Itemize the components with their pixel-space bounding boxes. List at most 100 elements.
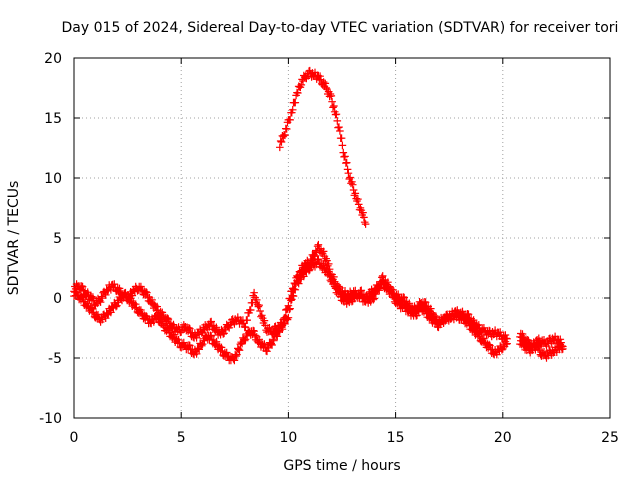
plus-marker — [78, 293, 87, 302]
plus-marker — [282, 125, 291, 133]
plot-frame — [73, 57, 611, 419]
plus-marker — [327, 92, 336, 100]
plus-marker — [112, 302, 120, 311]
plus-marker — [351, 189, 360, 198]
y-tick-label: -5 — [48, 351, 62, 367]
y-tick-label: 15 — [44, 111, 62, 127]
plus-marker — [250, 327, 258, 335]
plus-marker — [254, 302, 263, 311]
plus-marker — [475, 321, 483, 329]
plus-marker — [89, 305, 97, 313]
x-tick-label: 0 — [70, 430, 79, 446]
plus-marker — [348, 180, 357, 189]
plus-marker — [278, 325, 287, 333]
plus-marker — [268, 341, 276, 349]
plus-marker — [96, 298, 105, 306]
plus-marker — [186, 324, 194, 333]
plus-marker — [343, 165, 352, 174]
plus-marker — [335, 287, 343, 296]
plus-marker — [463, 316, 472, 325]
y-axis-label: SDTVAR / TECUs — [6, 181, 22, 296]
plus-marker — [469, 323, 478, 332]
x-tick-label: 5 — [177, 430, 186, 446]
plus-marker — [405, 304, 414, 312]
y-tick-label: 0 — [53, 291, 62, 307]
plus-marker — [289, 292, 298, 300]
plus-marker — [258, 311, 266, 320]
plus-marker — [246, 306, 255, 314]
plus-marker — [314, 255, 323, 263]
plus-marker — [354, 195, 362, 203]
plus-marker — [163, 314, 172, 322]
plus-marker — [207, 332, 215, 340]
y-tick-labels: -10 -5 0 5 10 15 20 — [39, 51, 62, 427]
plus-marker — [163, 324, 172, 332]
plus-marker — [341, 152, 349, 161]
plus-marker — [464, 317, 473, 326]
plus-marker — [277, 138, 286, 146]
plus-marker — [212, 337, 221, 346]
plus-marker — [370, 294, 378, 303]
plus-marker — [296, 275, 305, 284]
plus-marker — [324, 267, 333, 276]
plus-marker — [77, 282, 86, 290]
plus-marker — [169, 330, 178, 339]
plus-marker — [234, 345, 243, 354]
plus-marker — [394, 296, 402, 305]
plus-marker — [464, 310, 473, 319]
plus-marker — [297, 81, 306, 89]
plus-marker — [427, 304, 435, 313]
plus-marker — [219, 330, 227, 338]
x-tick-label: 10 — [279, 430, 297, 446]
x-tick-label: 25 — [601, 430, 619, 446]
plus-marker — [287, 296, 295, 305]
plus-marker — [164, 324, 173, 333]
plus-marker — [535, 342, 543, 350]
plus-marker — [559, 345, 567, 353]
plus-marker — [523, 336, 532, 344]
plus-marker — [153, 302, 161, 311]
plus-marker — [207, 317, 215, 326]
plus-marker — [294, 279, 303, 288]
series-trace-e — [516, 336, 567, 362]
plus-marker — [328, 97, 336, 106]
series-trace-b — [70, 255, 511, 365]
plus-marker — [250, 288, 258, 297]
plus-marker — [421, 305, 430, 314]
plus-marker — [286, 116, 294, 124]
plus-marker — [232, 352, 240, 360]
plus-marker — [335, 123, 343, 131]
plus-marker — [280, 319, 288, 327]
plus-marker — [148, 296, 156, 304]
y-tick-label: 10 — [44, 171, 62, 187]
plus-marker — [243, 316, 251, 324]
plus-marker — [480, 335, 488, 343]
plus-marker — [255, 335, 263, 344]
plus-marker — [101, 291, 110, 299]
y-tick-label: -10 — [39, 411, 62, 427]
plus-marker — [321, 79, 330, 88]
plus-marker — [121, 288, 130, 297]
plus-marker — [338, 141, 347, 150]
plus-marker — [342, 158, 351, 167]
plus-marker — [361, 220, 370, 228]
plus-marker — [110, 280, 119, 288]
plus-marker — [344, 169, 353, 177]
plus-marker — [255, 301, 263, 309]
plus-marker — [336, 288, 344, 297]
plus-marker — [222, 348, 231, 357]
plus-marker — [158, 317, 167, 325]
x-tick-label: 15 — [387, 430, 405, 446]
plus-marker — [78, 282, 87, 291]
plus-marker — [357, 286, 366, 295]
x-tick-label: 20 — [494, 430, 512, 446]
plus-marker — [98, 294, 107, 302]
plus-marker — [469, 316, 478, 324]
plus-marker — [294, 89, 302, 97]
plus-marker — [256, 307, 264, 315]
y-tick-label: 5 — [53, 231, 62, 247]
plus-marker — [164, 315, 173, 323]
data-marks — [70, 66, 567, 365]
